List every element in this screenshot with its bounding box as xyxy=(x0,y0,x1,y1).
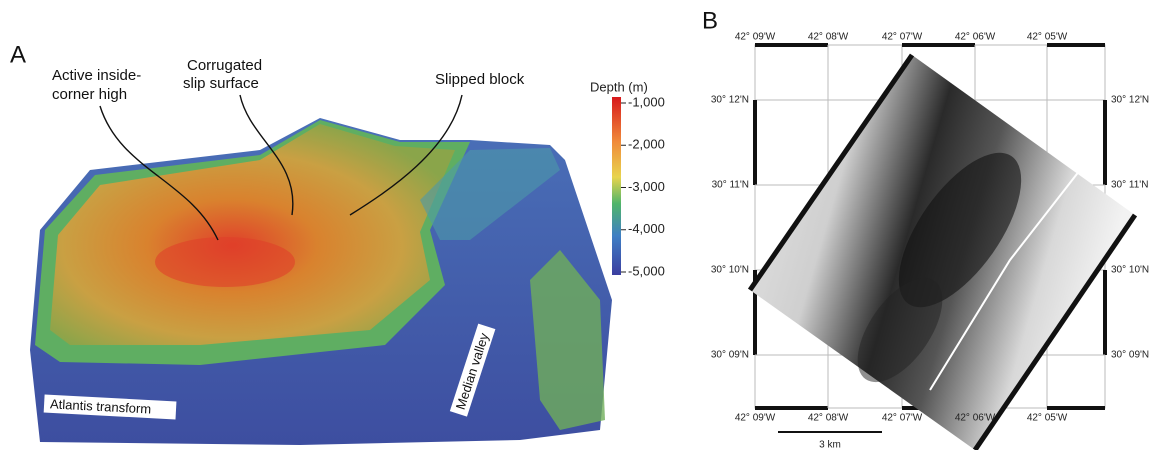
longitude-label: 42° 07'W xyxy=(882,32,923,43)
latitude-label: 30° 11'N xyxy=(712,180,749,191)
colorbar-label: -4,000 xyxy=(628,221,665,236)
longitude-label: 42° 09'W xyxy=(735,413,776,424)
longitude-label: 42° 05'W xyxy=(1027,32,1068,43)
latitude-label: 30° 12'N xyxy=(711,95,749,106)
annotation: corner high xyxy=(52,86,127,103)
figure: A Active inside- corner high Corrugated … xyxy=(0,0,1156,450)
annotation: slip surface xyxy=(183,75,259,92)
latitude-label: 30° 09'N xyxy=(711,350,749,361)
annotation: Corrugated xyxy=(187,57,262,74)
colorbar-title: Depth (m) xyxy=(590,79,648,94)
sonar-image xyxy=(750,55,1135,450)
colorbar-label: -2,000 xyxy=(628,137,665,152)
longitude-label: 42° 06'W xyxy=(955,32,996,43)
longitude-label: 42° 09'W xyxy=(735,32,776,43)
longitude-label: 42° 05'W xyxy=(1027,413,1068,424)
latitude-label: 30° 12'N xyxy=(1111,95,1149,106)
longitude-label: 42° 08'W xyxy=(808,413,849,424)
colorbar xyxy=(612,97,621,275)
colorbar-label: -5,000 xyxy=(628,263,665,278)
colorbar-label: -3,000 xyxy=(628,179,665,194)
longitude-label: 42° 08'W xyxy=(808,32,849,43)
latitude-label: 30° 10'N xyxy=(1111,265,1149,276)
longitude-label: 42° 06'W xyxy=(955,413,996,424)
annotation: Slipped block xyxy=(435,71,525,88)
colorbar-labels: -1,000 -2,000 -3,000 -4,000 -5,000 xyxy=(621,94,665,278)
scale-bar-label: 3 km xyxy=(819,440,841,450)
latitude-label: 30° 09'N xyxy=(1111,350,1149,361)
latitude-label: 30° 11'N xyxy=(1111,180,1148,191)
terrain xyxy=(30,118,612,445)
latitude-label: 30° 10'N xyxy=(711,265,749,276)
annotation: Active inside- xyxy=(52,67,141,84)
longitude-label: 42° 07'W xyxy=(882,413,923,424)
panel-letter: A xyxy=(10,41,26,68)
colorbar-label: -1,000 xyxy=(628,94,665,109)
panel-letter: B xyxy=(702,7,718,34)
